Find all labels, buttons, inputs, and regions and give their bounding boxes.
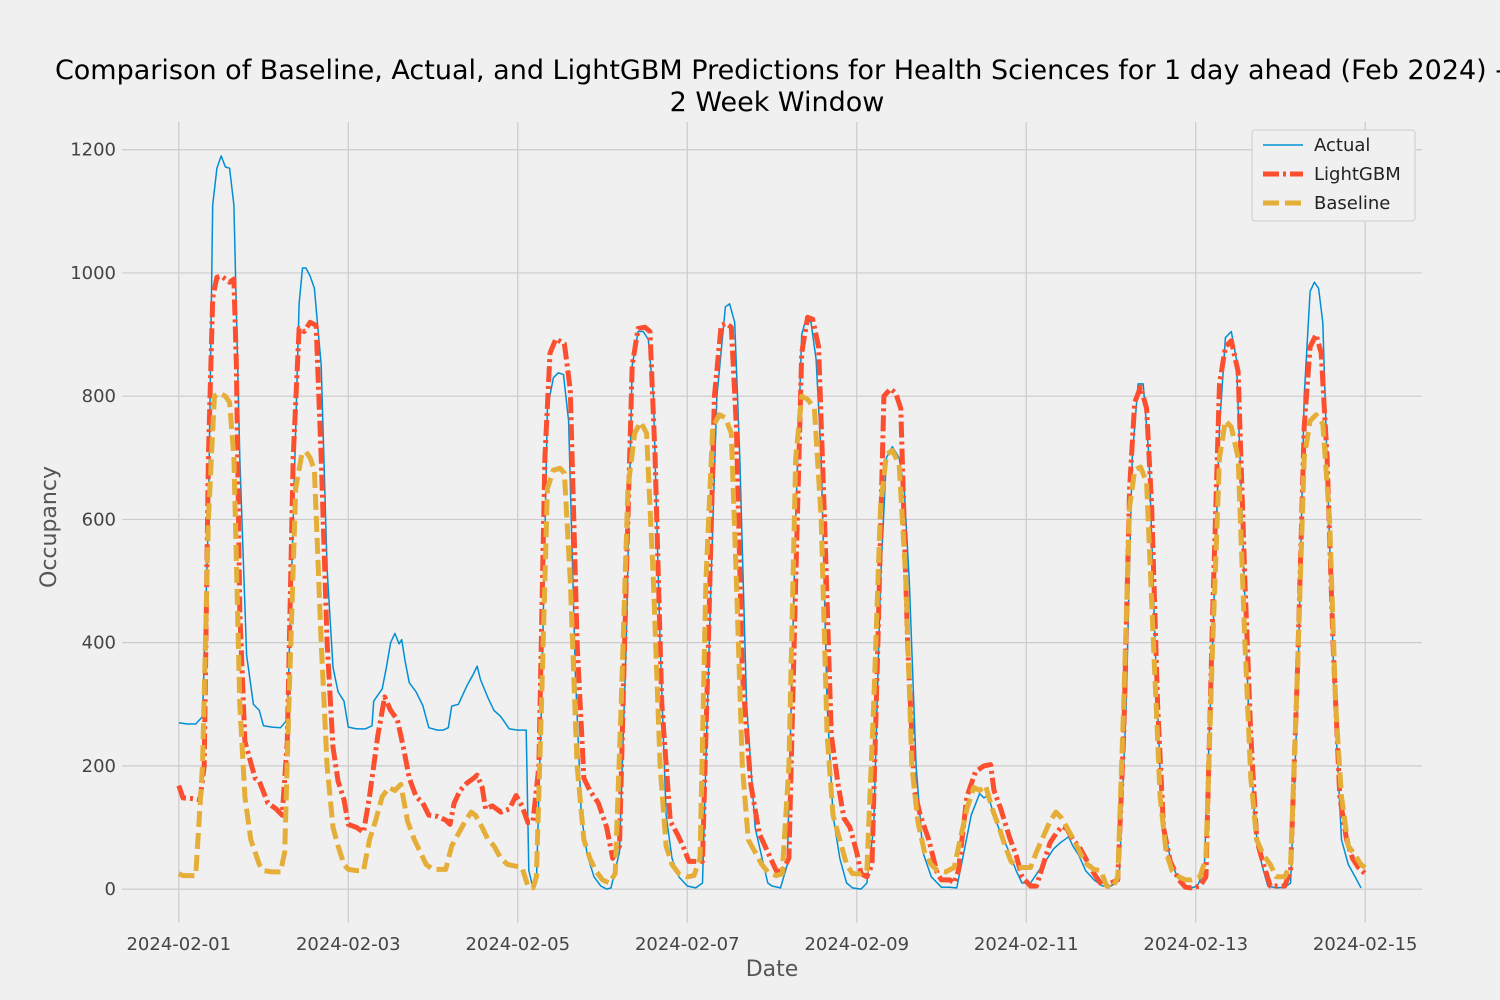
x-tick-label: 2024-02-07	[635, 934, 740, 955]
y-axis-label: Occupancy	[37, 466, 62, 588]
series-lines	[176, 155, 1367, 891]
x-tick-label: 2024-02-15	[1313, 934, 1418, 955]
series-line-baseline	[177, 390, 1367, 891]
y-tick-label: 200	[82, 756, 116, 777]
x-tick-label: 2024-02-11	[974, 934, 1079, 955]
legend-label-baseline: Baseline	[1314, 193, 1390, 214]
x-axis-label: Date	[746, 957, 799, 982]
chart-subtitle: 2 Week Window	[670, 87, 885, 118]
series-line-lightgbm	[176, 273, 1367, 891]
x-tick-label: 2024-02-09	[804, 934, 909, 955]
x-tick-labels: 2024-02-01 2024-02-03 2024-02-05 2024-02-07…	[126, 934, 1417, 955]
y-tick-label: 0	[105, 879, 116, 900]
legend-label-actual: Actual	[1314, 135, 1370, 156]
y-tick-label: 1200	[70, 140, 116, 161]
chart-title: Comparison of Baseline, Actual, and Ligh…	[55, 55, 1500, 86]
y-tick-labels: 0 200 400 600 800 1000 1200	[70, 140, 116, 900]
legend-box	[1251, 129, 1416, 222]
y-tick-label: 400	[82, 633, 116, 654]
x-tick-label: 2024-02-03	[296, 934, 401, 955]
y-tick-label: 1000	[70, 263, 116, 284]
x-tick-label: 2024-02-01	[126, 934, 231, 955]
x-tick-label: 2024-02-13	[1143, 934, 1248, 955]
legend-label-lightgbm: LightGBM	[1314, 164, 1401, 185]
y-tick-label: 600	[82, 509, 116, 530]
legend: Actual LightGBM Baseline	[1251, 129, 1416, 222]
grid-lines	[122, 122, 1422, 923]
x-tick-label: 2024-02-05	[465, 934, 570, 955]
y-tick-label: 800	[82, 386, 116, 407]
